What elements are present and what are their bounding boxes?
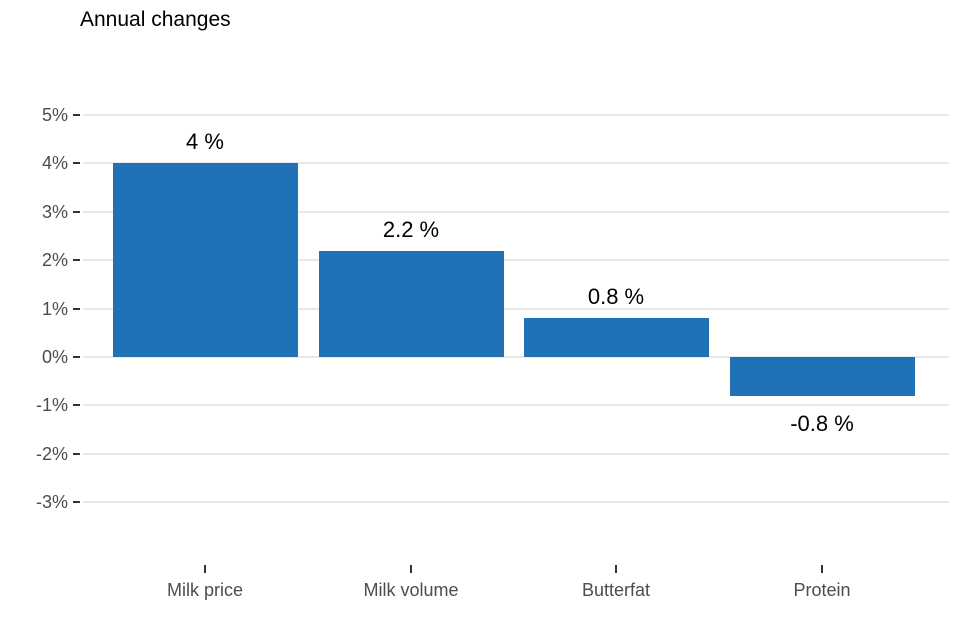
- gridline: [83, 259, 949, 262]
- y-axis-tick: [73, 307, 80, 310]
- x-axis-tick: [410, 565, 412, 573]
- chart-title: Annual changes: [80, 8, 231, 31]
- bar: [729, 357, 915, 396]
- y-axis-tick: [73, 501, 80, 504]
- x-axis-tick: [615, 565, 617, 573]
- x-axis-label: Protein: [793, 580, 851, 600]
- y-axis-tick: [73, 356, 80, 358]
- x-axis-label: Milk price: [166, 580, 243, 600]
- y-tick-label: 5%: [41, 105, 68, 125]
- x-axis-label: Butterfat: [581, 580, 651, 600]
- y-axis-tick: [73, 259, 80, 262]
- y-tick-label: 0%: [41, 347, 68, 367]
- y-axis-tick: [73, 404, 80, 407]
- gridline: [83, 162, 949, 165]
- gridline: [83, 114, 949, 116]
- y-tick-label: -2%: [35, 443, 68, 464]
- y-tick-label: -3%: [35, 492, 68, 513]
- gridline: [83, 210, 949, 213]
- bar-value-label: 2.2 %: [382, 216, 440, 242]
- gridline: [83, 404, 949, 407]
- x-axis-label: Milk volume: [363, 580, 459, 600]
- bar-value-label: 0.8 %: [587, 284, 645, 310]
- y-axis-tick: [73, 210, 80, 213]
- bar: [318, 250, 504, 357]
- x-axis-tick: [821, 565, 823, 573]
- y-axis-tick: [73, 162, 80, 165]
- bar-value-label: -0.8 %: [790, 410, 854, 436]
- gridline: [83, 307, 949, 310]
- x-axis-tick: [204, 565, 206, 573]
- bar-value-label: 4 %: [186, 129, 224, 155]
- gridline: [83, 501, 949, 504]
- y-tick-label: 4%: [41, 153, 68, 174]
- y-axis-tick: [73, 114, 80, 116]
- y-tick-label: 3%: [41, 201, 68, 222]
- y-tick-label: 1%: [41, 298, 68, 319]
- bar: [112, 163, 298, 357]
- gridline: [83, 356, 949, 358]
- bar: [523, 318, 709, 357]
- y-tick-label: 2%: [41, 250, 68, 271]
- y-axis-tick: [73, 452, 80, 455]
- y-tick-label: -1%: [35, 395, 68, 416]
- gridline: [83, 452, 949, 455]
